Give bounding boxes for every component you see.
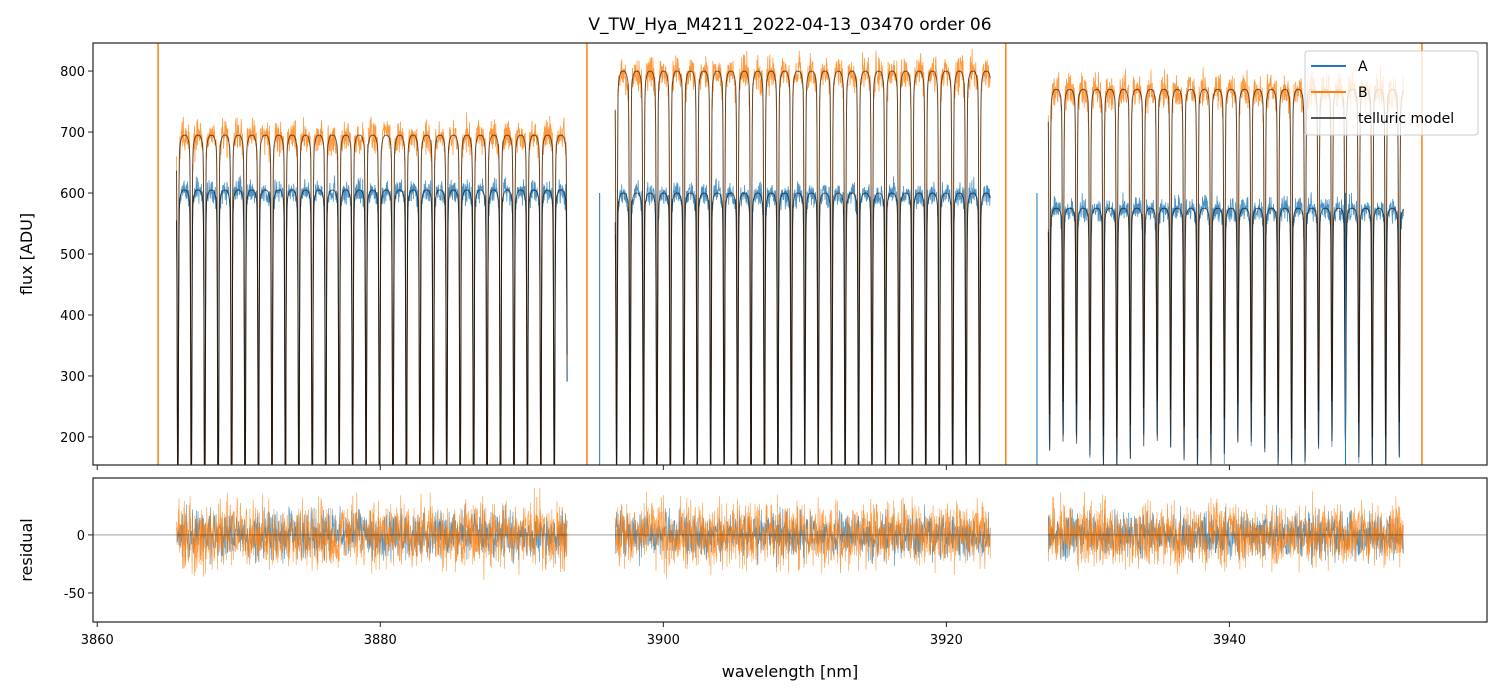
y-tick-label-flux-800: 800 <box>60 65 85 80</box>
y-tick-label-flux-500: 500 <box>60 248 85 263</box>
telluric-model-b-segment-1 <box>614 70 991 465</box>
y-axis-label-flux: flux [ADU] <box>17 213 36 295</box>
telluric-model-a-segment-2 <box>1047 207 1404 465</box>
chart-title: V_TW_Hya_M4211_2022-04-13_03470 order 06 <box>588 15 991 35</box>
x-tick-label-3920: 3920 <box>930 633 963 648</box>
telluric-model-b-segment-0 <box>176 134 568 465</box>
y-tick-label-flux-200: 200 <box>60 431 85 446</box>
telluric-model-b-segment-2 <box>1047 88 1404 439</box>
y-tick-label-flux-400: 400 <box>60 309 85 324</box>
legend-label-b: B <box>1358 85 1368 101</box>
x-tick-label-3860: 3860 <box>81 633 114 648</box>
y-tick-label-residual-0: 0 <box>77 529 85 544</box>
residual-b-segment-1 <box>614 491 991 579</box>
legend-label-a: A <box>1358 59 1368 75</box>
y-tick-label-residual--50: -50 <box>64 587 85 602</box>
telluric-model-a-segment-0 <box>176 189 568 465</box>
x-tick-label-3940: 3940 <box>1213 633 1246 648</box>
x-tick-label-3900: 3900 <box>647 633 680 648</box>
x-tick-label-3880: 3880 <box>364 633 397 648</box>
legend: A B telluric model <box>1304 50 1479 136</box>
residual-b-segment-0 <box>176 487 568 581</box>
series-b-line-segment-0 <box>176 112 568 465</box>
x-axis-label: wavelength [nm] <box>722 662 859 681</box>
flux-plot-area <box>157 43 1423 465</box>
telluric-model-a-segment-1 <box>614 192 991 465</box>
residual-plot-area <box>93 487 1487 581</box>
legend-label-telluric: telluric model <box>1358 111 1454 127</box>
series-a-line-segment-0 <box>176 175 568 465</box>
residual-b-segment-2 <box>1048 491 1404 575</box>
y-tick-label-flux-600: 600 <box>60 187 85 202</box>
y-tick-label-flux-700: 700 <box>60 126 85 141</box>
y-tick-label-flux-300: 300 <box>60 370 85 385</box>
y-axis-label-residual: residual <box>17 518 36 581</box>
residual-axes-frame <box>92 477 1488 623</box>
